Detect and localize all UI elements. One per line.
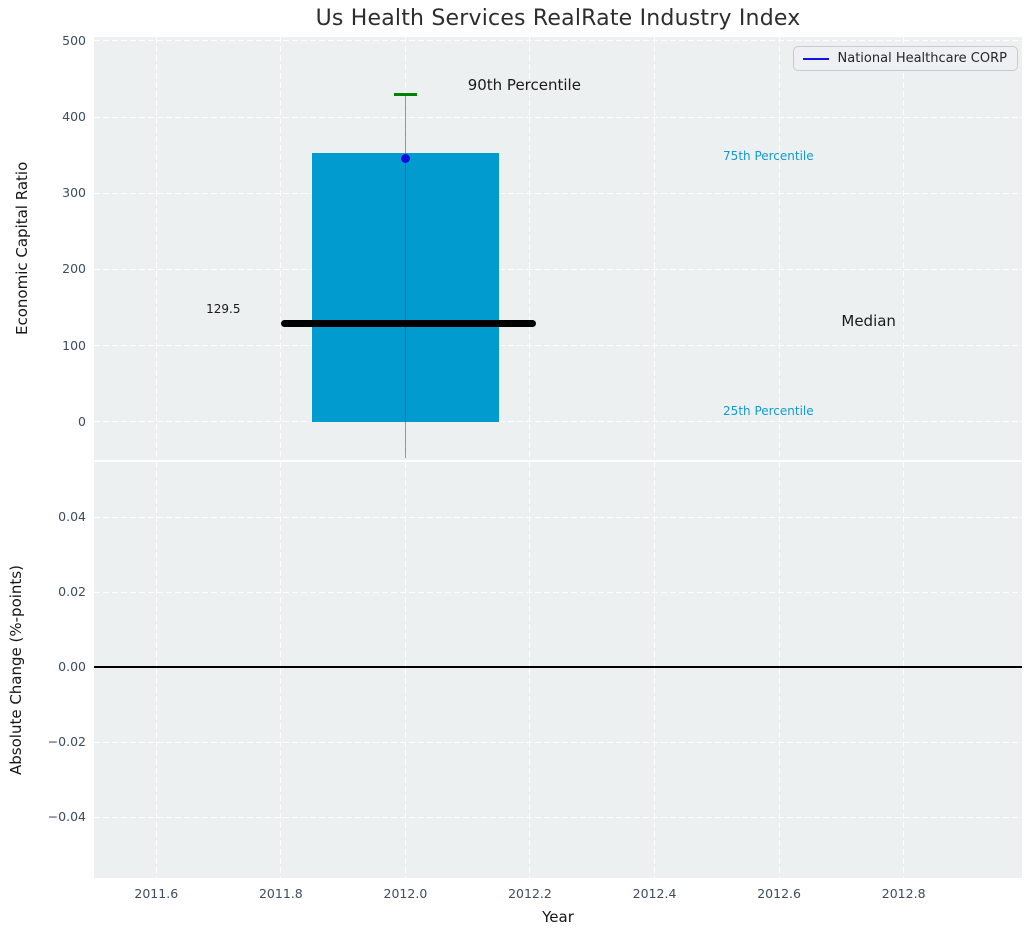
median-line <box>280 319 537 327</box>
gridline-vertical <box>155 462 157 878</box>
ytick-label: 400 <box>62 109 86 125</box>
gridline-vertical <box>155 37 157 460</box>
legend: National Healthcare CORP <box>792 46 1018 71</box>
ytick-label: 0.04 <box>58 509 86 525</box>
annotation-25th-percentile: 25th Percentile <box>723 404 814 419</box>
ytick-label: 500 <box>62 32 86 48</box>
gridline-vertical <box>903 37 905 460</box>
gridline-horizontal <box>94 591 1022 593</box>
annotation-median: Median <box>841 311 896 330</box>
zero-change-line <box>94 666 1022 668</box>
ytick-label: −0.02 <box>47 734 86 750</box>
gridline-vertical <box>280 462 282 878</box>
annotation-90th-percentile: 90th Percentile <box>467 76 581 95</box>
gridline-vertical <box>778 37 780 460</box>
gridline-vertical <box>404 462 406 878</box>
whisker-line <box>404 94 407 458</box>
axes-economic-capital-ratio: 90th Percentile 75th Percentile Median 25th… <box>94 37 1022 460</box>
company-point <box>400 153 410 163</box>
legend-label: National Healthcare CORP <box>837 51 1007 66</box>
xtick-label: 2012.0 <box>383 886 428 901</box>
xtick-label: 2012.2 <box>508 886 552 901</box>
xtick-label: 2011.8 <box>258 886 303 901</box>
ytick-label: 100 <box>62 337 86 353</box>
xtick-label: 2012.8 <box>881 886 926 901</box>
gridline-vertical <box>529 37 531 460</box>
gridline-horizontal <box>94 116 1022 118</box>
cap-90th-percentile <box>394 93 417 97</box>
ytick-label: 300 <box>62 185 86 201</box>
xlabel-year: Year <box>542 908 574 926</box>
xtick-label: 2011.6 <box>134 886 179 901</box>
axes-absolute-change <box>94 462 1022 878</box>
gridline-horizontal <box>94 816 1022 818</box>
xtick-label: 2012.4 <box>632 886 677 901</box>
gridline-horizontal <box>94 516 1022 518</box>
gridline-vertical <box>280 37 282 460</box>
gridline-horizontal <box>94 192 1022 194</box>
ytick-label: 0 <box>78 413 86 429</box>
xtick-label: 2012.6 <box>757 886 801 901</box>
gridline-vertical <box>654 37 656 460</box>
chart-title: Us Health Services RealRate Industry Ind… <box>315 6 801 31</box>
gridline-horizontal <box>94 40 1022 42</box>
gridline-vertical <box>778 462 780 878</box>
ylabel-economic-capital-ratio: Economic Capital Ratio <box>13 161 31 336</box>
gridline-vertical <box>654 462 656 878</box>
legend-line-sample <box>802 57 829 60</box>
gridline-horizontal <box>94 345 1022 347</box>
gridline-vertical <box>903 462 905 878</box>
gridline-horizontal <box>94 268 1022 270</box>
ytick-label: −0.04 <box>47 809 86 825</box>
ytick-label: 200 <box>62 261 86 277</box>
ytick-label: 0.00 <box>58 659 86 675</box>
ytick-label: 0.02 <box>58 584 86 600</box>
gridline-vertical <box>529 462 531 878</box>
annotation-129-5: 129.5 <box>206 302 241 317</box>
gridline-horizontal <box>94 741 1022 743</box>
annotation-75th-percentile: 75th Percentile <box>723 149 814 164</box>
gridline-horizontal <box>94 421 1022 423</box>
